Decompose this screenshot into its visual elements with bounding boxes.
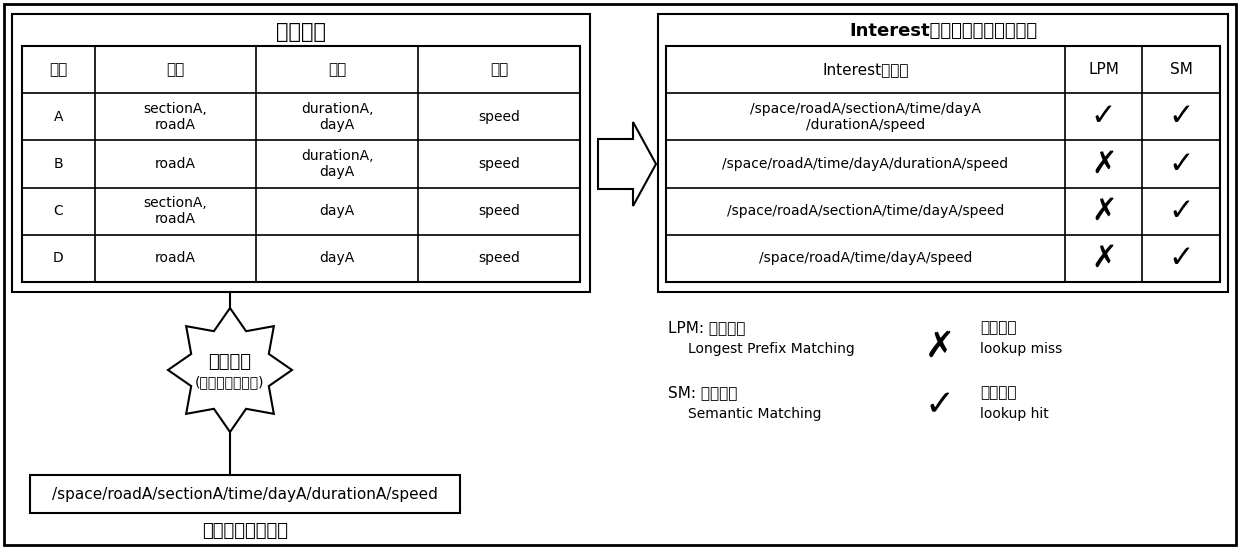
Text: /space/roadA/time/dayA/speed: /space/roadA/time/dayA/speed [759, 251, 972, 265]
Text: /space/roadA/sectionA/time/dayA/speed: /space/roadA/sectionA/time/dayA/speed [727, 204, 1004, 218]
Polygon shape [598, 122, 656, 206]
Text: roadA: roadA [155, 251, 196, 265]
Text: D: D [53, 251, 63, 265]
Text: 网内缓存内容名字: 网内缓存内容名字 [202, 522, 288, 540]
Text: lookup miss: lookup miss [980, 342, 1063, 356]
Text: 序号: 序号 [50, 62, 67, 77]
Text: ✗: ✗ [1091, 244, 1116, 273]
Text: speed: speed [479, 110, 520, 124]
Bar [658, 14, 1228, 292]
Text: speed: speed [479, 251, 520, 265]
Text: sectionA,
roadA: sectionA, roadA [144, 196, 207, 226]
Text: 空间: 空间 [166, 62, 185, 77]
Bar [666, 46, 1220, 282]
Bar [30, 475, 460, 513]
Text: SM: 语义匹配: SM: 语义匹配 [668, 385, 738, 400]
Text: 类型: 类型 [490, 62, 508, 77]
Text: 时间: 时间 [329, 62, 346, 77]
Text: Interest包名字及匹配查询结果: Interest包名字及匹配查询结果 [849, 22, 1037, 40]
Polygon shape [167, 308, 291, 432]
Text: ✓: ✓ [1168, 102, 1194, 131]
Text: dayA: dayA [320, 204, 355, 218]
Text: B: B [53, 157, 63, 171]
Text: 用户请求: 用户请求 [277, 22, 326, 42]
Text: speed: speed [479, 204, 520, 218]
Text: A: A [53, 110, 63, 124]
Text: roadA: roadA [155, 157, 196, 171]
Text: ✓: ✓ [1168, 244, 1194, 273]
Text: ✓: ✓ [1168, 149, 1194, 178]
Bar [22, 46, 580, 282]
Text: ✗: ✗ [925, 330, 955, 364]
Text: /space/roadA/sectionA/time/dayA/durationA/speed: /space/roadA/sectionA/time/dayA/duration… [52, 486, 438, 501]
Text: SM: SM [1169, 62, 1193, 77]
Bar [12, 14, 590, 292]
Text: ✗: ✗ [1091, 197, 1116, 226]
Text: ✗: ✗ [1091, 149, 1116, 178]
Text: dayA: dayA [320, 251, 355, 265]
Text: Semantic Matching: Semantic Matching [688, 407, 821, 421]
Text: lookup hit: lookup hit [980, 407, 1049, 421]
Text: sectionA,
roadA: sectionA, roadA [144, 102, 207, 132]
Text: ✓: ✓ [925, 388, 955, 422]
Text: /space/roadA/time/dayA/durationA/speed: /space/roadA/time/dayA/durationA/speed [723, 157, 1008, 171]
Text: ✓: ✓ [1168, 197, 1194, 226]
Text: ✓: ✓ [1091, 102, 1116, 131]
Text: C: C [53, 204, 63, 218]
Text: durationA,
dayA: durationA, dayA [301, 149, 373, 179]
Text: 查询命中: 查询命中 [980, 385, 1017, 400]
Text: (名字翻译及优化): (名字翻译及优化) [195, 375, 265, 389]
Text: Longest Prefix Matching: Longest Prefix Matching [688, 342, 854, 356]
Text: speed: speed [479, 157, 520, 171]
Text: Interest包名字: Interest包名字 [822, 62, 909, 77]
Text: durationA,
dayA: durationA, dayA [301, 102, 373, 132]
Text: 解决途径: 解决途径 [208, 353, 252, 371]
Text: LPM: LPM [1089, 62, 1118, 77]
Text: 查询失败: 查询失败 [980, 320, 1017, 335]
Text: /space/roadA/sectionA/time/dayA
/durationA/speed: /space/roadA/sectionA/time/dayA /duratio… [750, 102, 981, 132]
Text: LPM: 最长匹配: LPM: 最长匹配 [668, 320, 745, 335]
